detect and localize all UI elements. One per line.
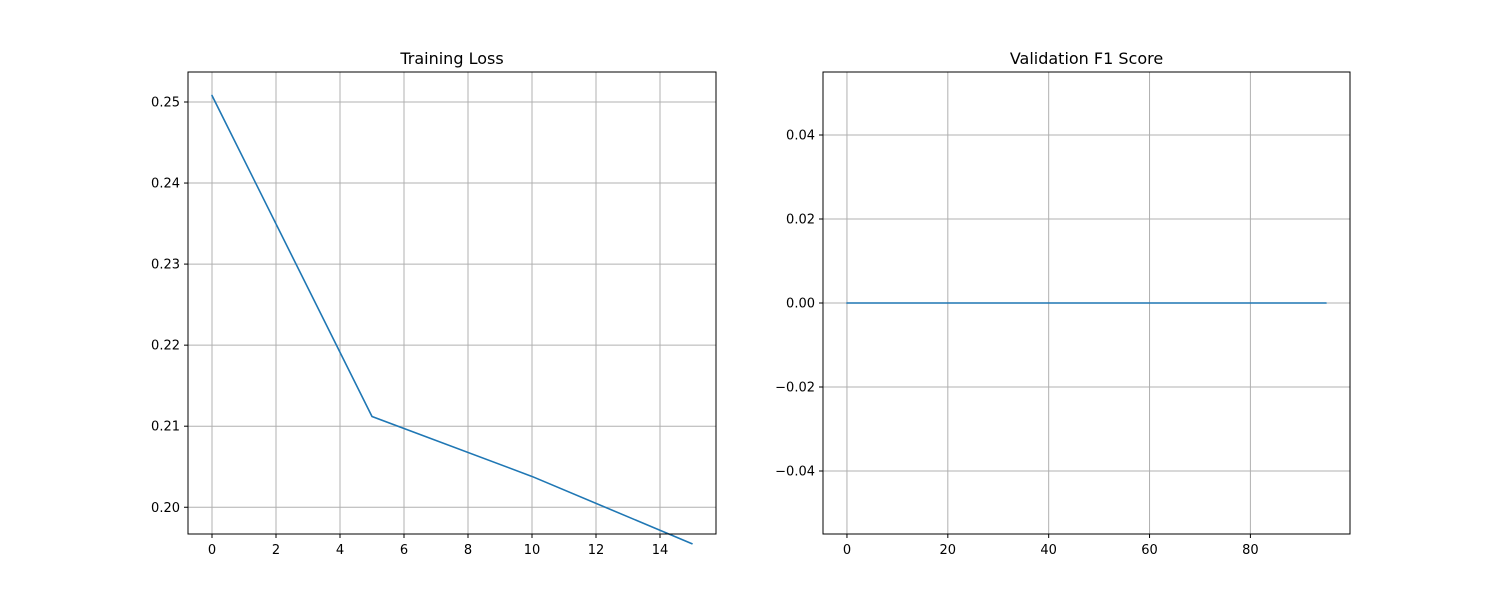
- x-tick-label: 20: [940, 543, 957, 558]
- x-tick-label: 2: [272, 543, 280, 558]
- y-tick-label: 0.21: [151, 420, 180, 435]
- training-loss-chart: 0 2 4 6 8 10 12 14 0.20 0.21 0.22 0.23 0.24 0.25 Train…: [151, 49, 717, 558]
- x-tick-label: 10: [524, 543, 541, 558]
- y-tick-label: −0.02: [775, 381, 815, 396]
- y-tick-label: 0.24: [151, 177, 180, 192]
- validation-f1-chart: 0 20 40 60 80 −0.04 −0.02 0.00 0.02 0.04 Validatio…: [775, 49, 1351, 558]
- y-tick-label: 0.22: [151, 339, 180, 354]
- x-tick-label: 0: [843, 543, 851, 558]
- series-line: [211, 94, 693, 545]
- x-tick-label: 60: [1141, 543, 1158, 558]
- x-tick-label: 12: [588, 543, 605, 558]
- x-tick-label: 80: [1242, 543, 1259, 558]
- y-tick-label: −0.04: [775, 465, 815, 480]
- chart-title: Validation F1 Score: [1010, 49, 1163, 68]
- y-tick-label: 0.25: [151, 95, 180, 110]
- y-tick-label: 0.04: [786, 129, 815, 144]
- x-tick-label: 8: [464, 543, 472, 558]
- y-tick-label: 0.02: [786, 213, 815, 228]
- x-tick-label: 0: [208, 543, 216, 558]
- y-tick-label: 0.00: [786, 297, 815, 312]
- x-tick-label: 40: [1040, 543, 1057, 558]
- x-tick-label: 4: [336, 543, 344, 558]
- y-tick-label: 0.23: [151, 258, 180, 273]
- plot-frame: [187, 71, 717, 535]
- y-tick-label: 0.20: [151, 501, 180, 516]
- x-tick-label: 14: [652, 543, 669, 558]
- chart-title: Training Loss: [399, 49, 503, 68]
- x-tick-label: 6: [400, 543, 408, 558]
